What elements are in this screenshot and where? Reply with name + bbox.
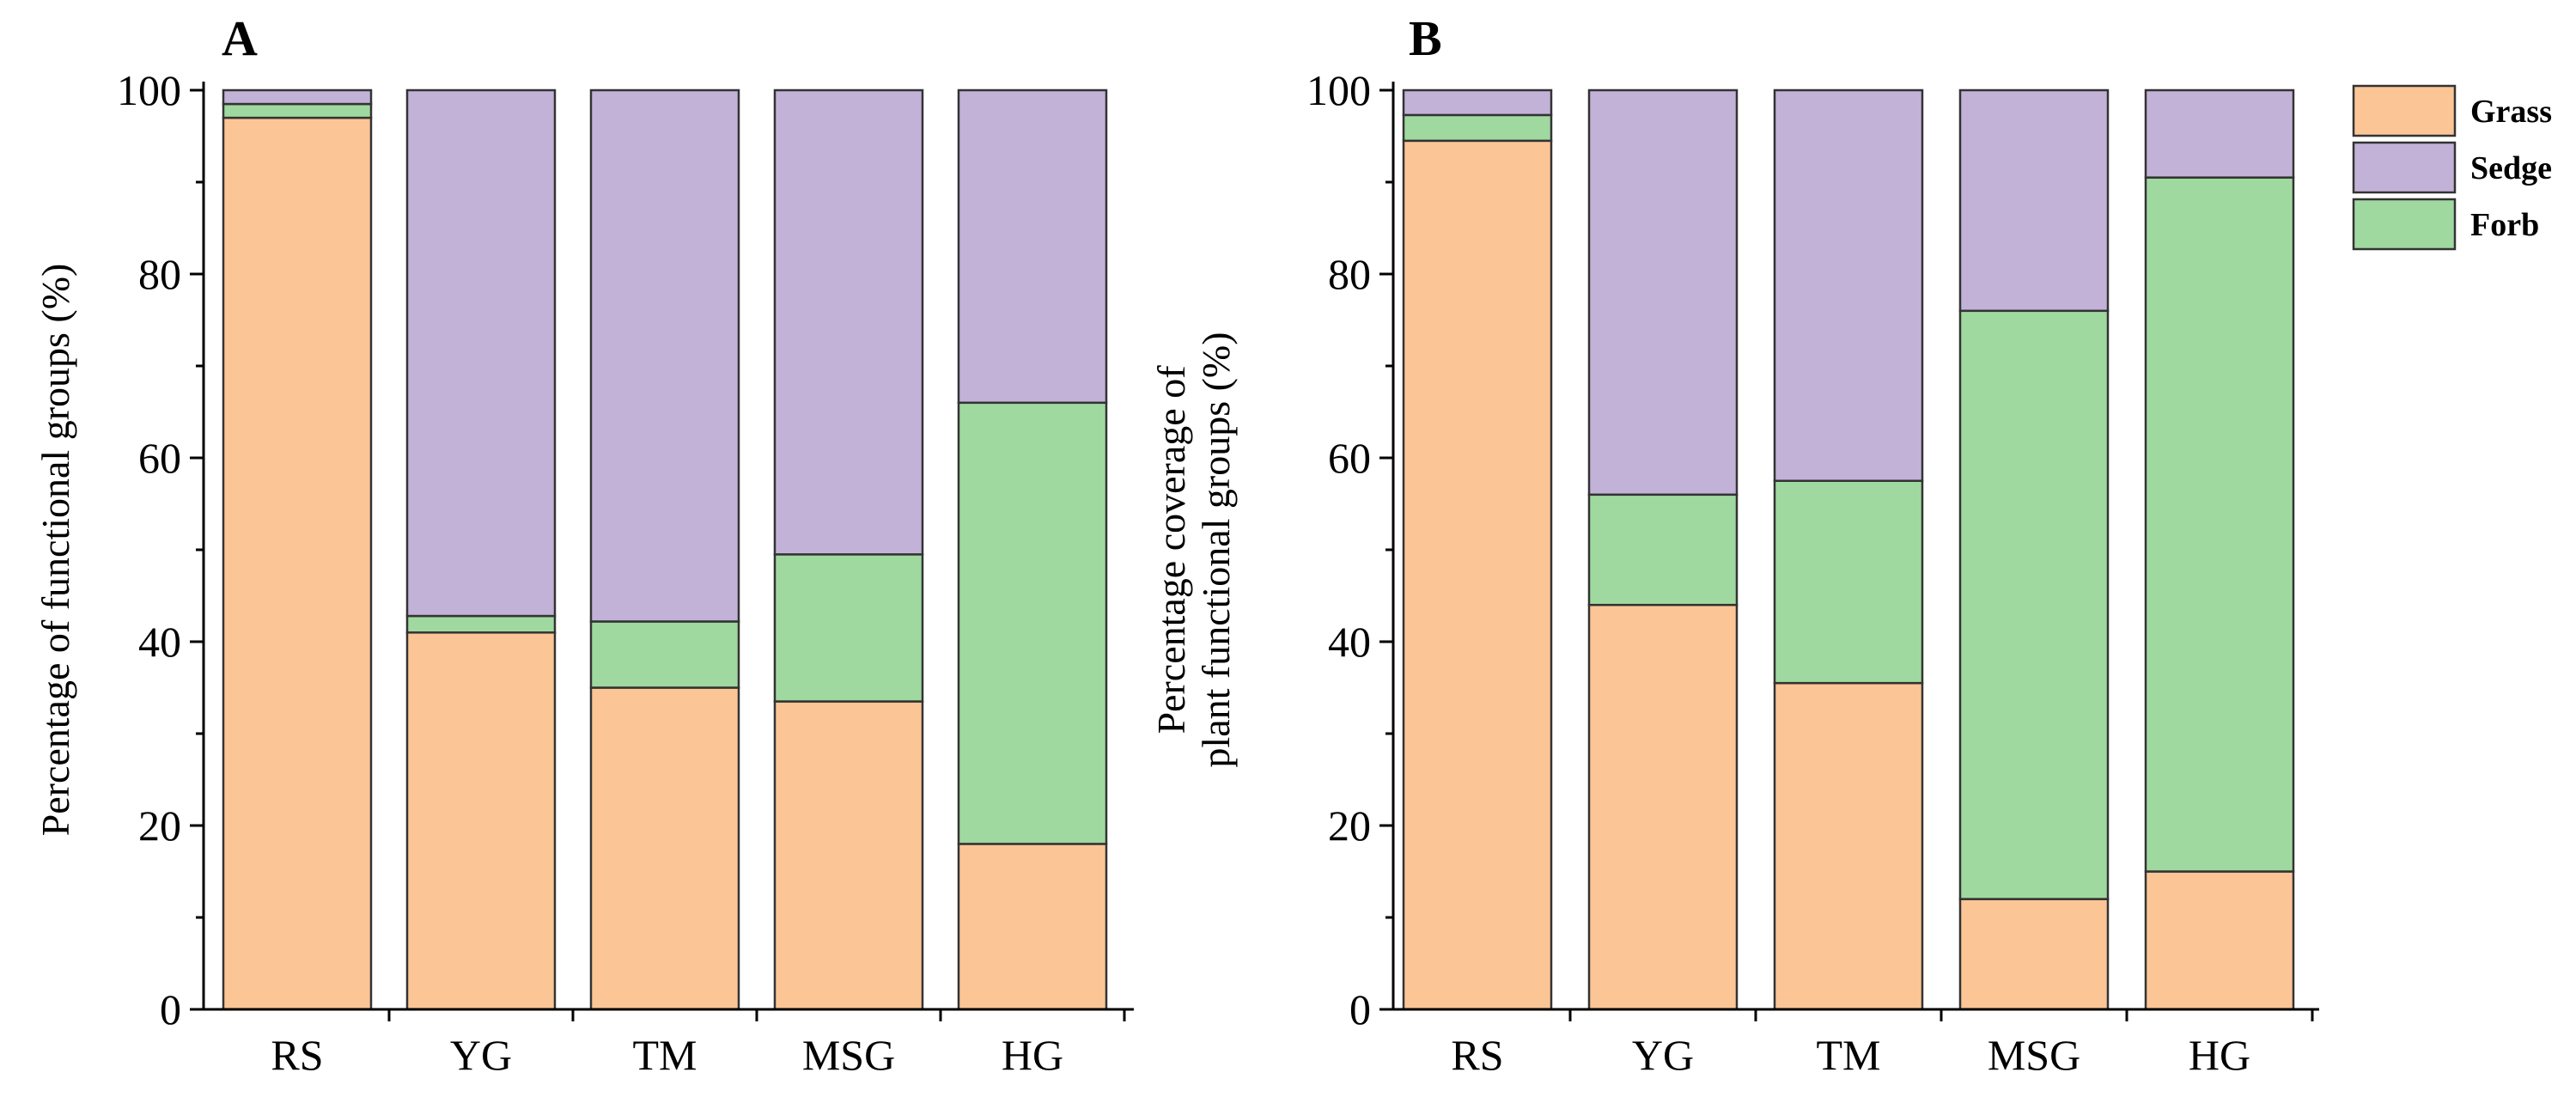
legend-swatch-grass [2352, 84, 2457, 137]
bar-sedge-rs [222, 88, 373, 106]
y-axis-title-line-1: Percentage of functional groups (%) [33, 264, 77, 837]
x-tick-label-yg: YG [1632, 1031, 1694, 1079]
bar-grass-rs [222, 116, 373, 1011]
bar-sedge-yg [405, 88, 557, 618]
legend-label-grass: Grass [2470, 94, 2552, 130]
y-tick-label: 100 [1306, 66, 1371, 114]
bar-forb-hg [957, 401, 1108, 845]
bar-forb-rs [1402, 113, 1553, 143]
y-tick-label: 0 [160, 985, 181, 1033]
x-tick-label-rs: RS [1451, 1031, 1503, 1079]
legend-swatch-sedge [2352, 141, 2457, 194]
bar-grass-tm [589, 686, 740, 1011]
bar-forb-yg [1587, 493, 1739, 606]
legend-swatch-forb [2352, 198, 2457, 251]
legend-label-forb: Forb [2470, 207, 2539, 243]
bar-forb-tm [1773, 479, 1924, 685]
y-tick-label: 20 [138, 801, 181, 850]
bar-grass-yg [405, 631, 557, 1011]
bar-grass-tm [1773, 681, 1924, 1011]
legend: Grass Sedge Forb [2352, 84, 2552, 251]
bar-sedge-hg [957, 88, 1108, 405]
y-tick-label: 80 [1328, 250, 1371, 298]
x-tick-label-msg: MSG [802, 1031, 895, 1079]
bar-forb-rs [222, 102, 373, 119]
x-tick-label-tm: TM [1817, 1031, 1881, 1079]
x-tick-label-yg: YG [450, 1031, 512, 1079]
bar-forb-yg [405, 614, 557, 634]
y-tick-label: 80 [138, 250, 181, 298]
panel-b: RS YG TM MSG HG 0 20 40 60 80 100 Percentage covera… [1149, 10, 2319, 1079]
bar-grass-hg [2144, 870, 2295, 1011]
y-axis-title-line-1: Percentage coverage of [1149, 365, 1193, 734]
bar-sedge-hg [2144, 88, 2295, 179]
bar-grass-hg [957, 843, 1108, 1011]
y-tick-label: 60 [1328, 434, 1371, 482]
bar-sedge-yg [1587, 88, 1739, 497]
bar-forb-msg [773, 553, 924, 703]
x-tick-label-tm: TM [633, 1031, 697, 1079]
panel-a: RS YG TM MSG HG 0 20 40 60 80 100 Percentage of fun… [33, 10, 1134, 1079]
bar-sedge-tm [1773, 88, 1924, 482]
y-tick-label: 100 [117, 66, 181, 114]
x-tick-label-rs: RS [271, 1031, 323, 1079]
bar-forb-hg [2144, 176, 2295, 873]
y-axis-title-line-2: plant functional groups (%) [1194, 332, 1238, 767]
bar-forb-msg [1958, 309, 2110, 900]
y-tick-label: 0 [1349, 985, 1371, 1033]
x-tick-label-hg: HG [1002, 1031, 1063, 1079]
y-tick-label: 60 [138, 434, 181, 482]
panel-label: B [1409, 10, 1442, 66]
x-tick-label-hg: HG [2189, 1031, 2250, 1079]
legend-label-sedge: Sedge [2470, 150, 2552, 186]
x-tick-label-msg: MSG [1988, 1031, 2080, 1079]
bar-sedge-rs [1402, 88, 1553, 117]
bar-grass-msg [1958, 898, 2110, 1011]
bar-grass-yg [1587, 603, 1739, 1011]
bar-forb-tm [589, 620, 740, 689]
bar-sedge-tm [589, 88, 740, 623]
bar-sedge-msg [773, 88, 924, 556]
panel-label: A [222, 10, 258, 66]
bar-sedge-msg [1958, 88, 2110, 313]
y-tick-label: 40 [1328, 618, 1371, 666]
y-tick-label: 20 [1328, 801, 1371, 850]
bar-grass-msg [773, 700, 924, 1011]
bar-grass-rs [1402, 139, 1553, 1011]
y-tick-label: 40 [138, 618, 181, 666]
